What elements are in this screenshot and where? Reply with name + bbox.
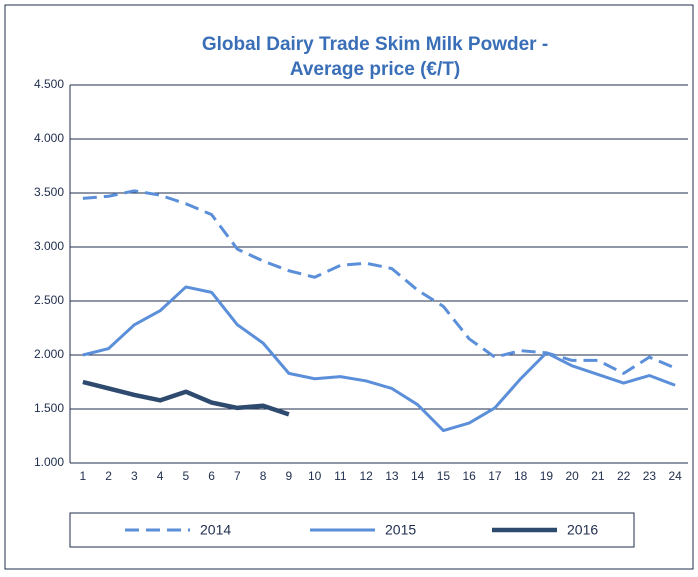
y-tick-label: 1.500	[34, 401, 64, 415]
x-tick-label: 21	[591, 469, 605, 483]
line-series	[82, 379, 290, 417]
x-tick-label: 7	[234, 469, 241, 483]
y-tick-label: 2.000	[34, 347, 64, 361]
y-tick-label: 3.000	[34, 239, 64, 253]
x-tick-label: 19	[540, 469, 554, 483]
y-tick-label: 3.500	[34, 185, 64, 199]
x-tick-label: 5	[183, 469, 190, 483]
line-series	[82, 189, 676, 375]
x-tick-label: 18	[514, 469, 528, 483]
legend-label: 2015	[385, 522, 416, 538]
legend-label: 2016	[567, 522, 598, 538]
x-tick-label: 6	[208, 469, 215, 483]
legend-label: 2014	[200, 522, 231, 538]
x-tick-label: 11	[334, 469, 347, 483]
x-tick-label: 13	[385, 469, 399, 483]
x-tick-label: 16	[462, 469, 476, 483]
x-tick-label: 10	[308, 469, 322, 483]
x-tick-label: 15	[437, 469, 451, 483]
x-tick-label: 3	[131, 469, 138, 483]
y-tick-label: 4.500	[34, 77, 64, 91]
y-tick-label: 2.500	[34, 293, 64, 307]
frame	[4, 4, 694, 570]
x-tick-label: 14	[411, 469, 425, 483]
chart-title: Global Dairy Trade Skim Milk Powder -	[202, 34, 548, 55]
x-tick-label: 4	[157, 469, 164, 483]
legend-box	[69, 512, 635, 548]
x-tick-label: 17	[488, 469, 502, 483]
chart-title: Average price (€/T)	[290, 59, 460, 80]
x-tick-label: 8	[260, 469, 267, 483]
x-tick-label: 12	[359, 469, 373, 483]
x-tick-label: 9	[286, 469, 293, 483]
x-tick-label: 2	[105, 469, 112, 483]
y-tick-label: 1.000	[34, 455, 64, 469]
line-series	[82, 285, 676, 433]
x-tick-label: 24	[668, 469, 682, 483]
x-tick-label: 22	[617, 469, 631, 483]
y-tick-label: 4.000	[34, 131, 64, 145]
x-tick-label: 1	[80, 469, 87, 483]
x-tick-label: 23	[643, 469, 657, 483]
x-tick-label: 20	[565, 469, 579, 483]
